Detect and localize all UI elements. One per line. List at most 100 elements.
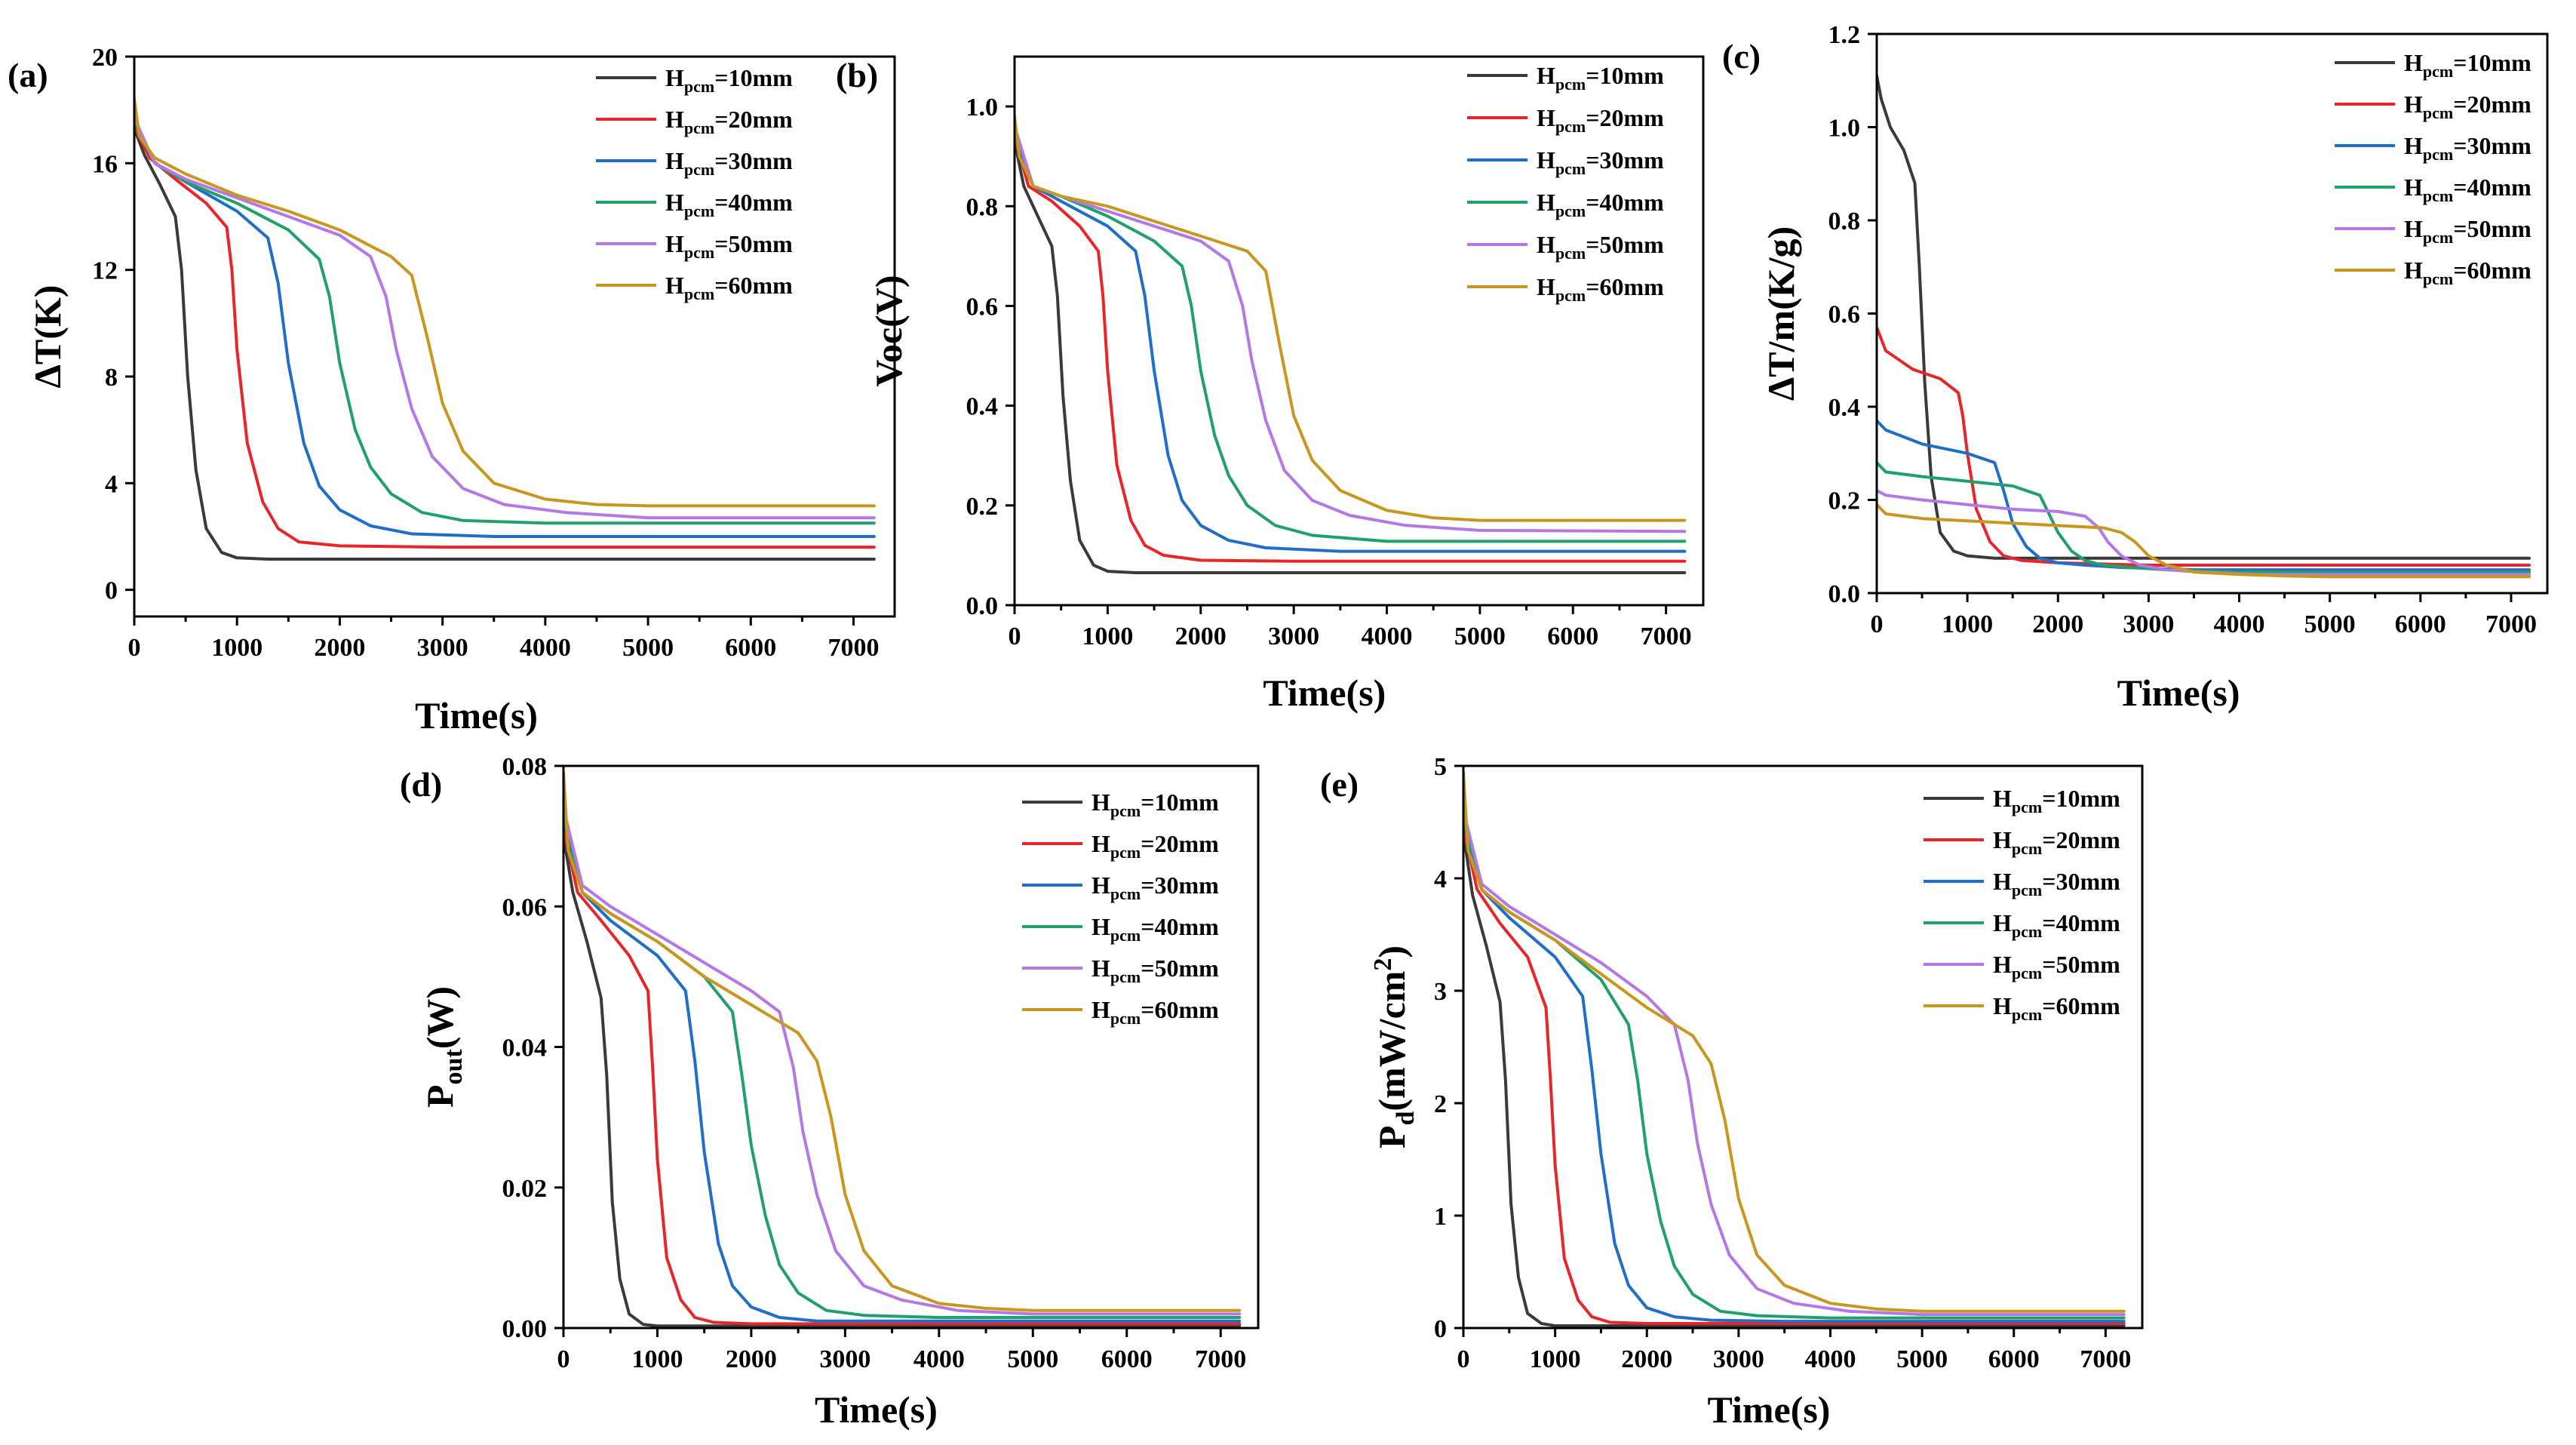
x-tick-label: 2000	[2032, 610, 2083, 638]
legend-label-base: H	[1091, 955, 1110, 982]
legend-label: Hpcm=60mm	[1537, 273, 1664, 305]
x-tick-label: 6000	[2395, 610, 2446, 638]
legend-label-base: H	[2404, 91, 2423, 118]
x-tick-label: 3000	[1268, 623, 1319, 650]
x-tick-label: 7000	[2080, 1345, 2131, 1373]
legend-label-value: =50mm	[714, 230, 793, 257]
legend: Hpcm=10mmHpcm=20mmHpcm=30mmHpcm=40mmHpcm…	[596, 64, 793, 303]
series-line-2	[134, 124, 876, 549]
x-axis-title: Time(s)	[1263, 672, 1386, 714]
legend-label-subscript: pcm	[2423, 269, 2453, 288]
y-axis-title: Pout(W)	[419, 986, 468, 1108]
y-tick-label: 0.2	[1828, 487, 1861, 515]
y-tick-label: 12	[92, 257, 118, 285]
legend-label: Hpcm=30mm	[665, 147, 793, 179]
legend-label-base: H	[1993, 868, 2012, 895]
legend-label-base: H	[1993, 826, 2012, 853]
legend-label-subscript: pcm	[1110, 926, 1141, 945]
plot-frame	[1462, 764, 2144, 1330]
legend-label-value: =30mm	[714, 147, 793, 174]
x-tick-label: 1000	[631, 1345, 683, 1373]
series-line-1	[563, 835, 1242, 1328]
legend-label: Hpcm=30mm	[1993, 868, 2120, 899]
legend-label: Hpcm=60mm	[1993, 992, 2120, 1024]
y-tick-label: 0.06	[502, 893, 548, 921]
legend-label-base: H	[1091, 830, 1110, 857]
legend-label-subscript: pcm	[684, 160, 714, 179]
y-tick-label: 2	[1434, 1090, 1447, 1118]
series-group	[563, 771, 1242, 1328]
legend-label-base: H	[665, 189, 684, 216]
x-tick-label: 1000	[1082, 623, 1133, 650]
y-axis-title: Pd(mW/cm2)	[1369, 945, 1420, 1148]
series-line-1	[1015, 140, 1687, 574]
legend-label-subscript: pcm	[2012, 881, 2042, 899]
panel-label: (b)	[836, 56, 878, 94]
x-tick-label: 0	[128, 634, 141, 662]
legend: Hpcm=10mmHpcm=20mmHpcm=30mmHpcm=40mmHpcm…	[1467, 62, 1664, 305]
legend-label-value: =10mm	[2453, 49, 2531, 76]
y-tick-label: 0.4	[1828, 394, 1861, 422]
legend-label-value: =20mm	[2453, 91, 2531, 118]
legend-label: Hpcm=40mm	[665, 189, 793, 220]
series-line-5	[1463, 809, 2126, 1317]
legend-label: Hpcm=10mm	[2404, 49, 2531, 81]
legend-label-subscript: pcm	[2012, 1005, 2042, 1024]
legend-label-value: =20mm	[2042, 826, 2120, 853]
y-axis-title-superscript: 2	[1369, 958, 1397, 971]
legend-label-subscript: pcm	[1110, 1009, 1141, 1028]
legend-label-value: =20mm	[1586, 104, 1664, 131]
legend-label: Hpcm=60mm	[665, 272, 793, 303]
y-tick-label: 8	[105, 364, 118, 392]
panel-label: (c)	[1722, 37, 1761, 75]
legend-label-value: =10mm	[1586, 62, 1664, 89]
series-line-3	[1015, 134, 1687, 553]
series-line-4	[134, 118, 876, 525]
legend-label-subscript: pcm	[684, 243, 714, 262]
legend-label-base: H	[665, 64, 684, 91]
x-tick-label: 6000	[1988, 1345, 2040, 1373]
legend-label-value: =40mm	[1141, 913, 1219, 940]
y-axis-title-base: P	[419, 1085, 461, 1108]
x-tick-label: 6000	[1547, 623, 1598, 650]
series-line-6	[1463, 770, 2126, 1313]
legend: Hpcm=10mmHpcm=20mmHpcm=30mmHpcm=40mmHpcm…	[1924, 785, 2120, 1024]
legend-label-base: H	[2404, 132, 2423, 159]
y-tick-label: 1.0	[1828, 115, 1861, 143]
series-line-2	[563, 827, 1242, 1326]
y-axis-title-units: (mW/cm	[1371, 971, 1413, 1111]
legend-label-subscript: pcm	[2423, 145, 2453, 164]
chart-panel-e: (e) 0 1000 2000 3000 4000 5000 6000 7000 0 1 2 3 4 5 Ti…	[1320, 753, 2144, 1431]
y-tick-label: 1	[1434, 1203, 1447, 1231]
legend-label-base: H	[2404, 49, 2423, 76]
y-axis-title: ΔT(K)	[26, 285, 69, 389]
legend-label-base: H	[1537, 146, 1555, 174]
y-axis-title: ΔT/m(K/g)	[1760, 226, 1802, 401]
legend-label: Hpcm=20mm	[2404, 91, 2531, 122]
x-tick-label: 3000	[1713, 1345, 1764, 1373]
legend-label-value: =40mm	[1586, 189, 1664, 216]
y-tick-label: 16	[92, 150, 118, 178]
legend-label-value: =50mm	[2453, 215, 2531, 242]
series-group	[134, 97, 876, 561]
series-line-2	[1463, 826, 2126, 1325]
legend-label: Hpcm=40mm	[1537, 189, 1664, 220]
legend-label-subscript: pcm	[1110, 884, 1141, 903]
chart-panel-d: (d) 0 1000 2000 3000 4000 5000 6000 7000 0.00 0.02…	[400, 753, 1260, 1431]
chart-panel-c: (c) 0 1000 2000 3000 4000 5000 6000 7000 0.0 0.2 0.…	[1722, 21, 2549, 714]
legend-label: Hpcm=60mm	[1091, 996, 1219, 1028]
legend-label-base: H	[665, 230, 684, 257]
legend-label-base: H	[1091, 872, 1110, 899]
series-line-5	[563, 806, 1242, 1316]
series-line-1	[134, 127, 876, 561]
y-tick-label: 0.0	[966, 592, 999, 620]
legend-label: Hpcm=10mm	[665, 64, 793, 96]
y-tick-label: 1.0	[966, 94, 999, 121]
legend-label: Hpcm=60mm	[2404, 257, 2531, 288]
legend-label-subscript: pcm	[1555, 159, 1586, 178]
legend-label-value: =50mm	[1141, 955, 1219, 982]
legend-label-base: H	[665, 106, 684, 133]
x-tick-label: 1000	[1530, 1345, 1581, 1373]
y-axis-title-close: )	[1371, 945, 1413, 958]
series-line-2	[1015, 134, 1687, 563]
